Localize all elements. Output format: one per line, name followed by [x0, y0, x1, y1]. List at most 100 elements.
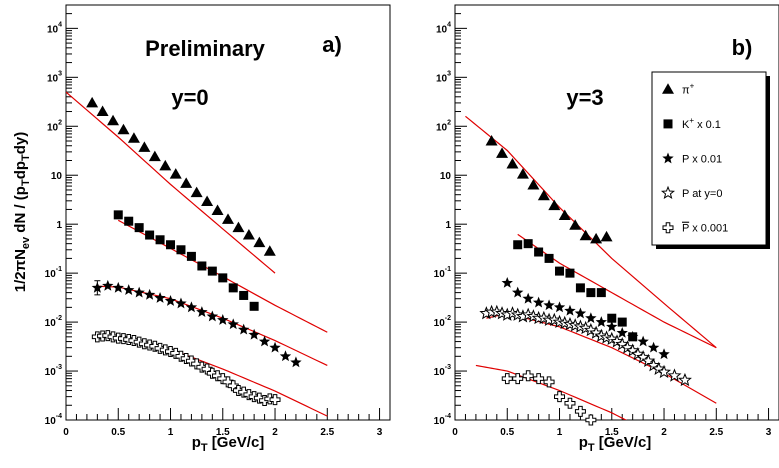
data-point: [232, 221, 245, 233]
data-point: [107, 114, 120, 126]
data-point: [617, 317, 627, 327]
data-point: [523, 239, 533, 249]
legend-marker: [662, 83, 674, 94]
data-point: [585, 414, 597, 426]
data-point: [600, 230, 613, 242]
y-axis: 10-4 10-3 10-2 10-1 1 10 102 103 104: [434, 4, 467, 427]
data-point: [544, 253, 554, 263]
legend-marker: [662, 152, 674, 164]
chart-panel-a: 0 0.5 1 1.5 2 2.5 310-410-310-210-111010210310…: [12, 4, 391, 454]
data-point: [651, 361, 666, 375]
data-point: [169, 168, 182, 179]
data-point: [91, 281, 104, 293]
data-point: [564, 304, 576, 316]
legend-label: π+: [682, 81, 695, 96]
data-point: [667, 368, 682, 382]
data-point: [543, 299, 555, 311]
data-point: [279, 350, 292, 362]
y-tick-label: 104: [47, 21, 62, 35]
x-tick-label: 0: [63, 427, 69, 438]
x-tick-label: 0.5: [111, 427, 125, 438]
data-point: [248, 328, 260, 340]
data-point: [615, 337, 630, 351]
data-point: [207, 266, 217, 276]
data-point: [155, 235, 165, 245]
data-point: [616, 326, 628, 338]
legend: π+ K+ x 0.1 P x 0.01 P at y=0 P x 0.001: [651, 71, 770, 249]
data-point: [657, 364, 672, 379]
y-tick-label: 102: [436, 119, 451, 133]
data-point: [554, 391, 566, 403]
series-triangle: [485, 135, 613, 244]
data-point: [574, 405, 586, 417]
data-point: [513, 240, 523, 250]
data-point: [501, 276, 513, 288]
legend-marker: [662, 222, 674, 234]
data-point: [143, 288, 156, 300]
data-point: [112, 281, 124, 293]
data-point: [512, 373, 524, 385]
data-point: [197, 261, 207, 271]
y-tick-label: 10: [440, 171, 452, 182]
data-point: [496, 147, 509, 158]
y-tick-label: 10-2: [434, 315, 451, 329]
x-tick-label: 2.5: [709, 427, 723, 438]
data-point: [185, 301, 198, 313]
data-point: [512, 286, 524, 298]
data-point: [227, 318, 239, 330]
y-tick-label: 104: [436, 21, 451, 35]
data-point: [175, 297, 187, 309]
data-point: [607, 313, 617, 323]
data-point: [123, 284, 135, 295]
x-tick-label: 1: [557, 427, 563, 438]
panel-label: a): [322, 32, 342, 57]
plot-frame: [454, 4, 779, 421]
data-point: [206, 310, 219, 322]
data-point: [145, 230, 155, 240]
data-point: [537, 189, 550, 201]
data-point: [186, 251, 196, 261]
data-point: [485, 135, 498, 146]
x-axis-title: pT [GeV/c]: [192, 434, 265, 454]
data-point: [590, 232, 603, 244]
y-tick-label: 10-1: [45, 266, 62, 280]
data-point: [534, 247, 544, 257]
data-point: [239, 290, 249, 300]
data-point: [164, 294, 177, 306]
y-tick-label: 102: [47, 119, 62, 133]
legend-label: P at y=0: [682, 188, 722, 200]
data-point: [124, 216, 134, 226]
legend-marker: [660, 185, 676, 200]
data-point: [86, 96, 99, 108]
data-point: [579, 229, 592, 241]
data-point: [96, 105, 109, 117]
data-point: [630, 346, 645, 361]
data-point: [253, 392, 265, 404]
data-point: [290, 356, 302, 368]
data-point: [154, 292, 166, 303]
panel-label: b): [732, 35, 753, 60]
x-axis: 0 0.5 1 1.5 2 2.5 3: [63, 408, 383, 438]
y-tick-label: 10-3: [45, 364, 62, 378]
annotation: y=0: [171, 85, 208, 110]
data-point: [180, 353, 192, 365]
data-point: [574, 307, 587, 319]
data-point: [506, 157, 519, 169]
data-point: [263, 245, 276, 256]
data-point: [166, 240, 176, 250]
y-tick-label: 1: [56, 220, 62, 231]
series-star: [91, 279, 302, 368]
data-point: [242, 229, 255, 240]
plot-frame: [65, 4, 391, 421]
y-tick-label: 10-4: [45, 413, 62, 427]
y-tick-label: 10-1: [434, 266, 451, 280]
y-axis-title: 1/2πNev dN / (pTdpTdy): [12, 132, 32, 293]
data-point: [548, 199, 561, 211]
legend-label: P x 0.001: [682, 223, 728, 235]
data-point: [201, 195, 214, 207]
annotation: y=3: [566, 85, 603, 110]
data-point: [253, 236, 266, 248]
x-tick-label: 1: [168, 427, 174, 438]
data-point: [127, 132, 140, 143]
